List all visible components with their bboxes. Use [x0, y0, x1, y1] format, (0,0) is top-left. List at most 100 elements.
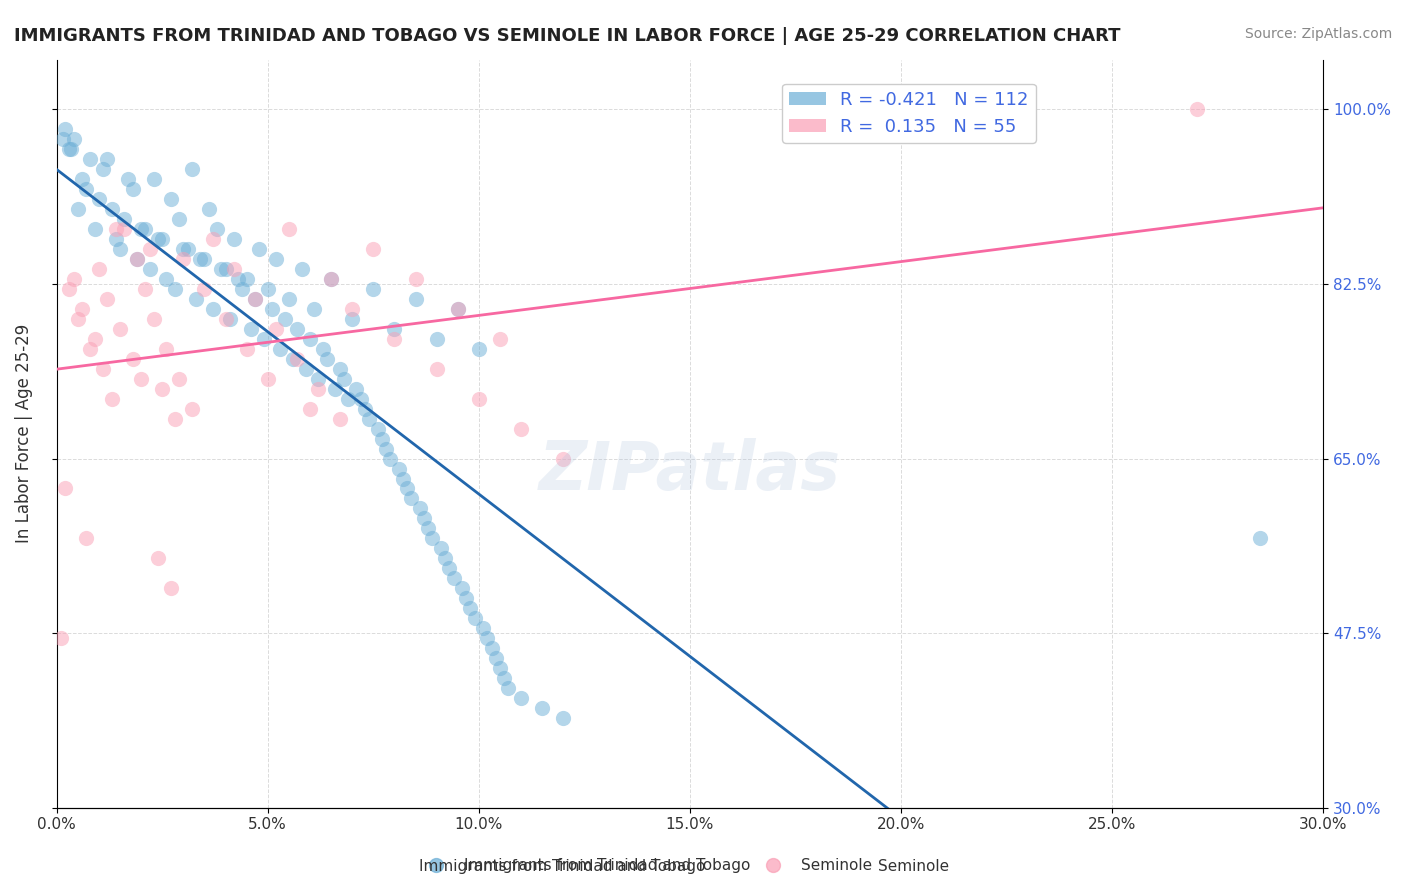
Seminole	[49, 631, 72, 645]
Immigrants from Trinidad and Tobago	[264, 252, 287, 266]
Immigrants from Trinidad and Tobago	[273, 312, 295, 326]
Immigrants from Trinidad and Tobago	[290, 262, 312, 277]
Immigrants from Trinidad and Tobago	[180, 162, 202, 177]
Seminole	[447, 301, 470, 316]
Seminole	[129, 372, 152, 386]
Immigrants from Trinidad and Tobago	[353, 401, 375, 416]
Immigrants from Trinidad and Tobago	[418, 521, 440, 535]
Seminole	[222, 262, 245, 277]
Seminole	[243, 292, 266, 306]
Immigrants from Trinidad and Tobago	[510, 690, 533, 705]
Immigrants from Trinidad and Tobago	[319, 272, 342, 286]
Immigrants from Trinidad and Tobago	[409, 501, 432, 516]
Immigrants from Trinidad and Tobago	[298, 332, 321, 346]
Immigrants from Trinidad and Tobago	[66, 202, 89, 217]
Seminole	[53, 482, 76, 496]
Immigrants from Trinidad and Tobago	[53, 122, 76, 136]
Immigrants from Trinidad and Tobago	[464, 611, 486, 625]
Immigrants from Trinidad and Tobago	[349, 392, 371, 406]
Seminole	[112, 222, 135, 236]
Seminole	[214, 312, 236, 326]
Seminole	[79, 342, 101, 356]
Immigrants from Trinidad and Tobago	[401, 491, 423, 506]
Immigrants from Trinidad and Tobago	[361, 282, 384, 296]
Immigrants from Trinidad and Tobago	[205, 222, 228, 236]
Seminole	[193, 282, 215, 296]
Immigrants from Trinidad and Tobago	[340, 312, 363, 326]
Seminole	[96, 292, 118, 306]
Immigrants from Trinidad and Tobago	[302, 301, 325, 316]
Immigrants from Trinidad and Tobago	[405, 292, 427, 306]
Seminole	[340, 301, 363, 316]
Immigrants from Trinidad and Tobago	[142, 172, 165, 186]
Seminole	[104, 222, 127, 236]
Seminole	[328, 411, 350, 425]
Immigrants from Trinidad and Tobago	[184, 292, 207, 306]
Immigrants from Trinidad and Tobago	[231, 282, 253, 296]
Seminole	[426, 361, 449, 376]
Immigrants from Trinidad and Tobago	[285, 322, 308, 336]
Text: ZIPatlas: ZIPatlas	[538, 438, 841, 504]
Seminole	[235, 342, 257, 356]
Immigrants from Trinidad and Tobago	[336, 392, 359, 406]
Immigrants from Trinidad and Tobago	[188, 252, 211, 266]
Immigrants from Trinidad and Tobago	[489, 661, 512, 675]
Immigrants from Trinidad and Tobago	[247, 242, 270, 256]
Immigrants from Trinidad and Tobago	[422, 532, 444, 546]
Seminole	[75, 532, 97, 546]
Immigrants from Trinidad and Tobago	[430, 541, 453, 556]
Immigrants from Trinidad and Tobago	[311, 342, 333, 356]
Legend: R = -0.421   N = 112, R =  0.135   N = 55: R = -0.421 N = 112, R = 0.135 N = 55	[782, 84, 1036, 143]
Immigrants from Trinidad and Tobago	[125, 252, 148, 266]
Text: Immigrants from Trinidad and Tobago: Immigrants from Trinidad and Tobago	[419, 859, 706, 874]
Seminole	[121, 351, 143, 366]
Immigrants from Trinidad and Tobago	[252, 332, 274, 346]
Immigrants from Trinidad and Tobago	[456, 591, 478, 606]
Immigrants from Trinidad and Tobago	[256, 282, 278, 296]
Seminole	[146, 551, 169, 566]
Seminole	[307, 382, 329, 396]
Immigrants from Trinidad and Tobago	[447, 301, 470, 316]
Immigrants from Trinidad and Tobago	[112, 212, 135, 227]
Seminole	[468, 392, 491, 406]
Immigrants from Trinidad and Tobago	[150, 232, 173, 246]
Text: Source: ZipAtlas.com: Source: ZipAtlas.com	[1244, 27, 1392, 41]
Seminole	[134, 282, 156, 296]
Immigrants from Trinidad and Tobago	[281, 351, 304, 366]
Immigrants from Trinidad and Tobago	[498, 681, 520, 695]
Seminole	[361, 242, 384, 256]
Immigrants from Trinidad and Tobago	[176, 242, 198, 256]
Immigrants from Trinidad and Tobago	[494, 671, 516, 685]
Immigrants from Trinidad and Tobago	[374, 442, 396, 456]
Seminole	[277, 222, 299, 236]
Y-axis label: In Labor Force | Age 25-29: In Labor Force | Age 25-29	[15, 324, 32, 543]
Seminole	[510, 422, 533, 436]
Immigrants from Trinidad and Tobago	[62, 132, 84, 146]
Seminole	[405, 272, 427, 286]
Immigrants from Trinidad and Tobago	[388, 461, 411, 475]
Seminole	[155, 342, 177, 356]
Immigrants from Trinidad and Tobago	[91, 162, 114, 177]
Seminole	[142, 312, 165, 326]
Immigrants from Trinidad and Tobago	[553, 711, 575, 725]
Immigrants from Trinidad and Tobago	[384, 322, 406, 336]
Text: IMMIGRANTS FROM TRINIDAD AND TOBAGO VS SEMINOLE IN LABOR FORCE | AGE 25-29 CORRE: IMMIGRANTS FROM TRINIDAD AND TOBAGO VS S…	[14, 27, 1121, 45]
Seminole	[264, 322, 287, 336]
Immigrants from Trinidad and Tobago	[443, 571, 465, 585]
Immigrants from Trinidad and Tobago	[218, 312, 240, 326]
Immigrants from Trinidad and Tobago	[269, 342, 291, 356]
Seminole	[172, 252, 194, 266]
Immigrants from Trinidad and Tobago	[392, 471, 415, 485]
Immigrants from Trinidad and Tobago	[58, 142, 80, 156]
Immigrants from Trinidad and Tobago	[434, 551, 457, 566]
Immigrants from Trinidad and Tobago	[75, 182, 97, 196]
Immigrants from Trinidad and Tobago	[117, 172, 139, 186]
Point	[762, 858, 785, 872]
Seminole	[66, 312, 89, 326]
Seminole	[91, 361, 114, 376]
Point	[425, 858, 447, 872]
Immigrants from Trinidad and Tobago	[134, 222, 156, 236]
Immigrants from Trinidad and Tobago	[83, 222, 105, 236]
Text: Immigrants from Trinidad and Tobago: Immigrants from Trinidad and Tobago	[464, 858, 751, 872]
Seminole	[159, 581, 181, 595]
